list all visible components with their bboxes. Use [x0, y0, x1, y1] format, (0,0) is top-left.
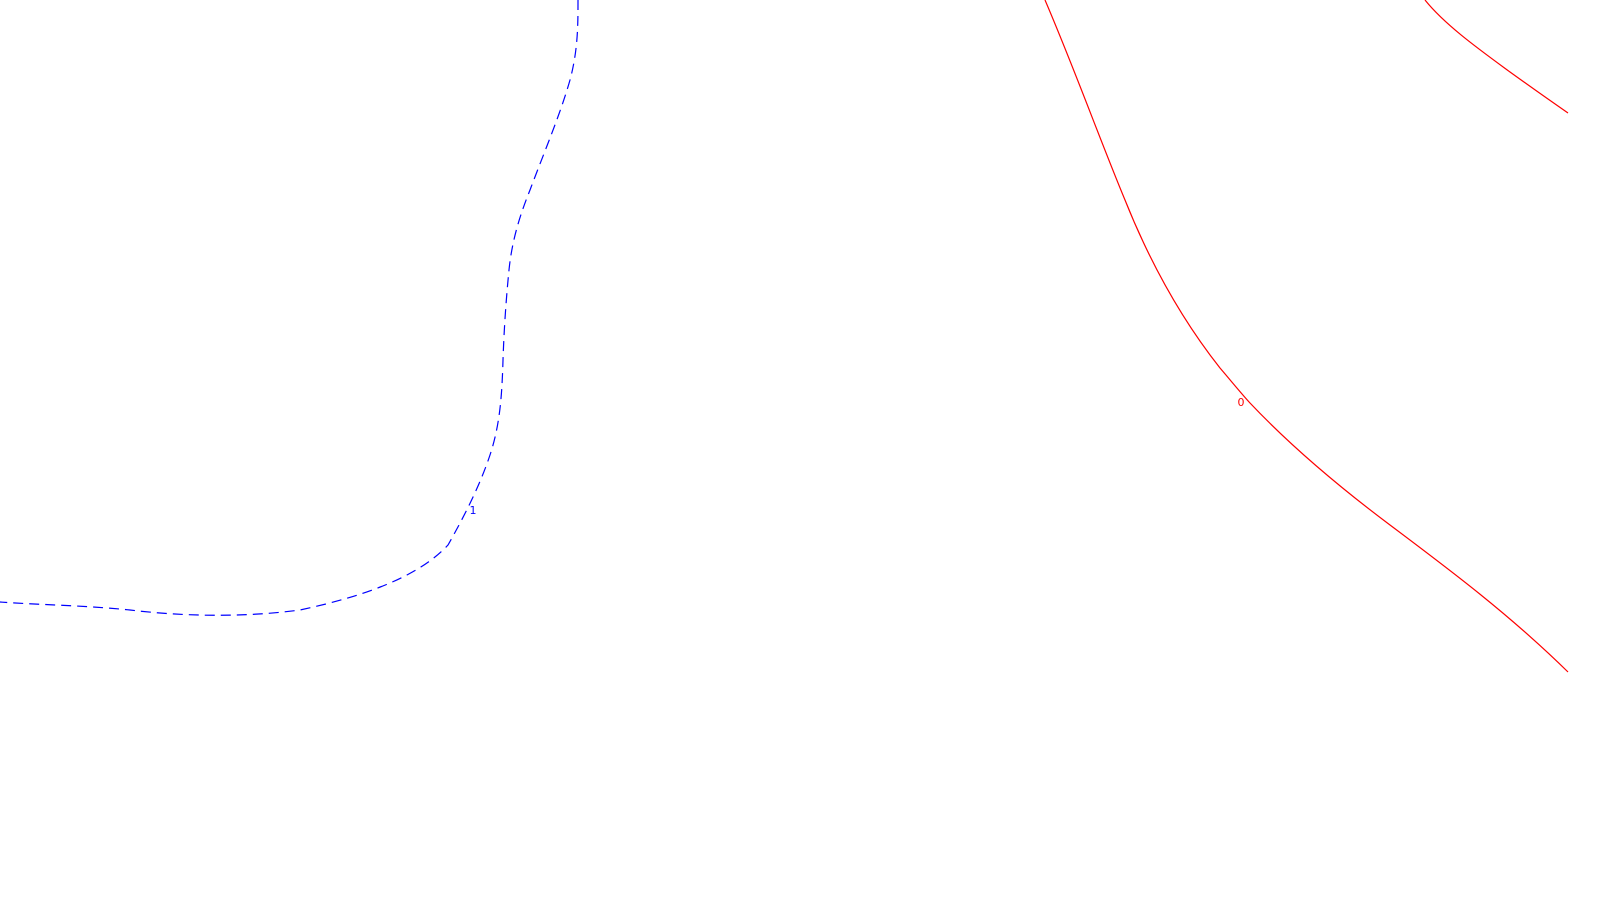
contour-line-1	[0, 0, 579, 616]
contour-line-0	[1044, 0, 1569, 673]
contour-label-0: 0	[1238, 396, 1245, 409]
contour-line-corner	[1424, 0, 1569, 114]
contour-label-1: 1	[470, 504, 477, 517]
